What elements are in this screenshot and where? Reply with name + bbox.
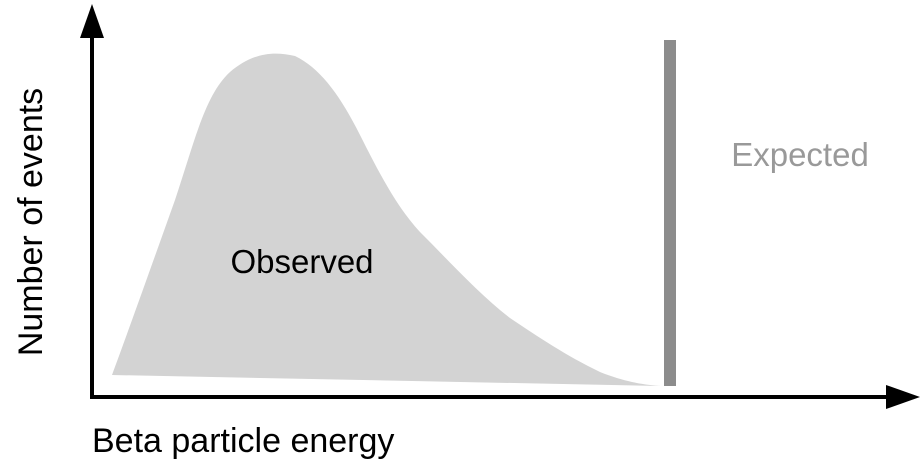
expected-label: Expected [731,136,869,173]
x-axis-label: Beta particle energy [92,422,394,460]
x-axis-arrow [886,385,920,409]
y-axis-label: Number of events [12,88,50,356]
expected-line [664,40,676,386]
y-axis-arrow [80,4,104,38]
observed-spectrum [112,53,662,387]
observed-label: Observed [230,243,373,280]
